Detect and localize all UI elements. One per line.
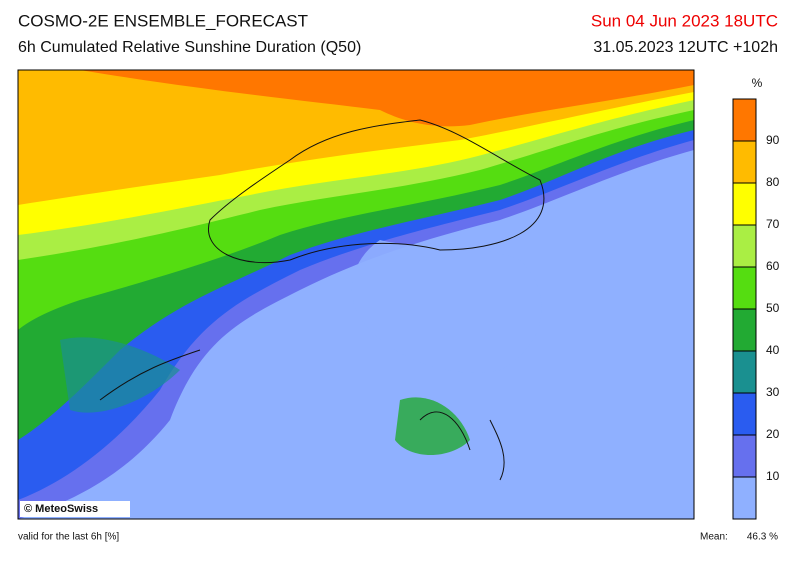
- colorbar-tick-label: 30: [766, 385, 780, 399]
- colorbar-bin: [733, 393, 756, 435]
- subtitle: 6h Cumulated Relative Sunshine Duration …: [18, 39, 361, 56]
- colorbar-tick-label: 80: [766, 175, 780, 189]
- mean-label: Mean:: [700, 532, 728, 543]
- title: COSMO-2E ENSEMBLE_FORECAST: [18, 11, 308, 30]
- colorbar-unit: %: [752, 76, 763, 90]
- colorbar-bin: [733, 309, 756, 351]
- colorbar-bin: [733, 99, 756, 141]
- run-time: 31.05.2023 12UTC +102h: [593, 39, 778, 56]
- footer-note: valid for the last 6h [%]: [18, 532, 119, 543]
- colorbar-bin: [733, 141, 756, 183]
- map: © MeteoSwiss: [17, 69, 695, 520]
- colorbar-tick-label: 10: [766, 469, 780, 483]
- colorbar-bin: [733, 435, 756, 477]
- colorbar-bin: [733, 267, 756, 309]
- colorbar-bin: [733, 477, 756, 519]
- colorbar-bin: [733, 225, 756, 267]
- colorbar-bin: [733, 183, 756, 225]
- colorbar-tick-label: 90: [766, 133, 780, 147]
- colorbar-bin: [733, 351, 756, 393]
- colorbar-tick-label: 60: [766, 259, 780, 273]
- mean-value: 46.3 %: [747, 532, 778, 543]
- colorbar-tick-label: 40: [766, 343, 780, 357]
- valid-time: Sun 04 Jun 2023 18UTC: [591, 11, 778, 30]
- copyright: © MeteoSwiss: [24, 503, 98, 515]
- colorbar-tick-label: 50: [766, 301, 780, 315]
- colorbar: % 10 20 30 40 50 60 70 80 90: [732, 76, 780, 520]
- colorbar-tick-label: 70: [766, 217, 780, 231]
- colorbar-tick-label: 20: [766, 427, 780, 441]
